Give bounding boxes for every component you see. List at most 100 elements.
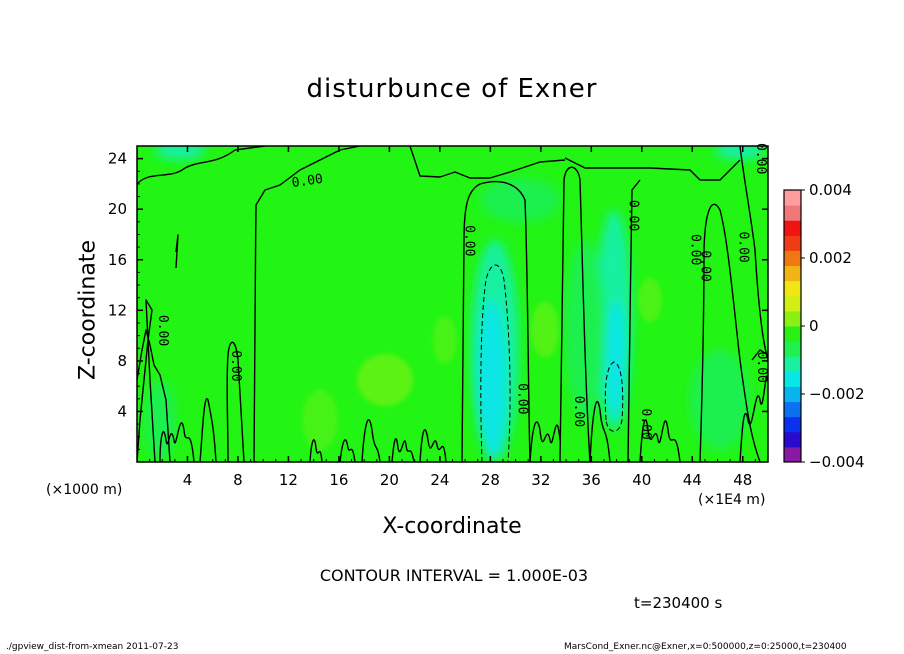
field-patch [638,278,662,322]
colorbar-segment [784,416,801,433]
contour-label: 0.00 [753,143,768,174]
x-tick-label: 32 [531,471,550,489]
contour-line [699,203,761,462]
negative-contour [604,361,624,432]
y-tick-label: 24 [108,150,127,168]
colorbar-segment [784,280,801,297]
contour-line [137,299,156,462]
colorbar-label: 0.004 [809,181,852,199]
colorbar-label: −0.004 [809,453,865,471]
contour-line [559,166,591,462]
x-ticks: 4 8 12 16 20 24 28 32 36 40 44 48 [149,146,756,489]
contour-line [529,421,561,462]
y-tick-label: 8 [117,352,127,370]
field-patch [690,350,750,450]
colorbar-segment [784,205,801,221]
colorbar-segment [784,371,801,387]
colorbar-segment [784,431,801,448]
x-tick-label: 36 [582,471,601,489]
colorbar-segment [784,356,801,372]
x-tick-label: 4 [183,471,193,489]
contour-line [739,146,768,361]
contour-line [639,419,681,462]
colorbar-segment [784,401,801,418]
contour-line [751,349,768,361]
colorbar-label: 0.002 [809,249,852,267]
field-patch [302,390,338,450]
x-tick-label: 20 [380,471,399,489]
contour-label: 0.00 [638,408,653,439]
contour-label: 0.00 [687,234,702,265]
contour-label: 0.00 [155,315,170,346]
colorbar-segment [784,295,801,312]
plot-area: 0.000.000.000.000.00 0.000.000.000.000.00… [108,143,769,489]
y-tick-label: 20 [108,200,127,218]
field-patch [357,354,413,406]
colorbar-segment [784,190,801,206]
footer-right: MarsCond_Exner.nc@Exner,x=0:500000,z=0:2… [564,642,847,652]
x-tick-label: 24 [430,471,449,489]
time-label: t=230400 s [634,594,723,612]
field-patch [433,316,457,364]
contour-label: 0.00 [754,352,769,383]
contour-line [409,146,566,179]
field-patch [606,300,626,420]
contour-line [391,438,415,462]
negative-contours [480,264,624,462]
contour-line [199,398,217,462]
colorbar-segment [784,386,801,403]
contour-label: 0.00 [697,250,712,281]
x-tick-label: 40 [632,471,651,489]
contour-label: 0.00 [228,350,243,381]
colorbar: 0.004 0.002 0 −0.002 −0.004 [783,181,865,471]
field-patch [531,302,559,358]
contour-line [361,419,381,462]
x-tick-label: 8 [233,471,243,489]
colorbar-segment [784,265,801,282]
negative-contour [480,264,511,462]
colorbar-segment [784,220,801,236]
x-tick-label: 28 [481,471,500,489]
field-patch [155,146,205,160]
field-patch [478,300,506,460]
x-unit-right: (×1E4 m) [698,492,766,508]
contour-line [175,234,179,269]
y-tick-label: 4 [117,402,127,420]
contour-line [226,341,245,462]
contour-label: 0.00 [461,225,476,256]
x-tick-label: 16 [329,471,348,489]
x-axis-label: X-coordinate [382,514,522,539]
y-ticks: 4 8 12 16 20 24 [108,150,768,450]
plot-background [137,146,768,462]
contour-line [589,401,611,462]
contour-label: 0.00 [625,200,640,231]
colorbar-segment [784,446,801,463]
field-patch [715,146,765,160]
contour-line [159,422,195,462]
x-tick-label: 12 [279,471,298,489]
contour-line [461,180,531,462]
contour-interval: CONTOUR INTERVAL = 1.000E-03 [319,566,589,585]
contour-line [419,429,447,462]
contour-line [739,375,768,462]
contour-labels: 0.000.000.000.000.00 0.000.000.000.000.00… [155,143,769,440]
contour-line [339,439,356,462]
contour-line [253,146,361,462]
colorbar-label: 0 [809,317,819,335]
contour-label: 0.00 [514,383,529,414]
contour-line [137,329,171,462]
colorbar-segment [784,326,801,342]
colorbar-segment [784,310,801,327]
footer-left: ./gpview_dist-from-xmean 2011-07-23 [6,642,179,652]
contour-label: 0.00 [735,231,750,262]
contour-line [309,439,323,462]
contour-line [627,179,641,462]
colorbar-segment [784,235,801,251]
x-tick-label: 48 [733,471,752,489]
y-tick-label: 16 [108,251,127,269]
contour-label: 0.00 [291,172,324,191]
field-patches-warm [302,278,662,450]
contour-line [137,146,266,185]
contour-label: 0.00 [571,396,586,427]
colorbar-label: −0.002 [809,385,865,403]
